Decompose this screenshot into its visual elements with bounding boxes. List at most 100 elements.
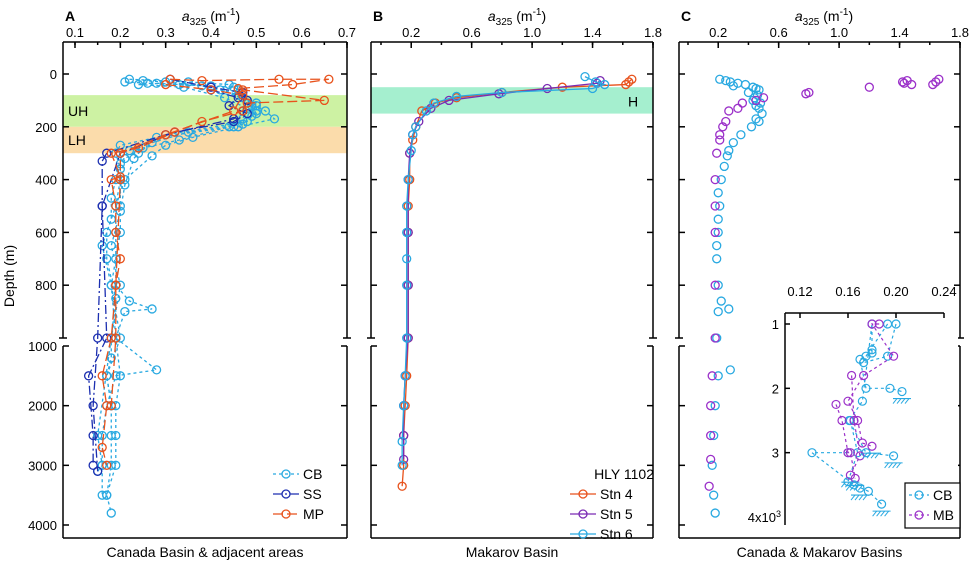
data-point (751, 95, 761, 106)
panel-letter: A (65, 8, 75, 24)
panel-caption: Canada Basin & adjacent areas (107, 544, 304, 560)
inset-data-point (845, 470, 856, 480)
data-point (197, 75, 207, 86)
inset-data-point (891, 319, 901, 329)
data-point (238, 106, 248, 116)
seafloor-hatch-mark (896, 398, 902, 404)
data-point (115, 206, 125, 216)
data-point (710, 227, 720, 238)
data-point (151, 78, 162, 88)
data-point (133, 79, 144, 90)
inset-data-point (843, 396, 853, 406)
data-point (161, 79, 171, 90)
legend-marker (281, 509, 291, 519)
data-point (737, 98, 748, 108)
data-point (238, 119, 248, 129)
inset-y-tick-label: 1 (772, 317, 779, 332)
series-stn-4 (397, 74, 637, 491)
data-point (755, 98, 766, 108)
data-point (621, 79, 631, 90)
data-point (120, 306, 130, 317)
data-point (115, 174, 125, 185)
data-point (111, 227, 121, 238)
data-point (864, 82, 874, 92)
data-point (106, 193, 116, 203)
inset-data-point (855, 451, 865, 461)
inset-data-point (885, 383, 895, 393)
data-point (736, 130, 746, 140)
inset-data-point (858, 358, 869, 368)
data-point (751, 101, 761, 111)
data-point (707, 371, 717, 381)
data-point (97, 490, 107, 500)
data-point (718, 122, 728, 132)
data-point (497, 87, 507, 98)
band-uh (63, 95, 347, 127)
legend: HLY 1102 Stn 4 Stn 5 Stn 6 (570, 466, 654, 542)
inset-x-tick-label: 0.12 (787, 284, 812, 299)
data-point (712, 148, 722, 158)
data-point (147, 151, 157, 161)
x-tick-label: 0.5 (247, 25, 265, 40)
inset-series-line (810, 452, 883, 505)
seafloor-hatch-mark (870, 452, 876, 459)
series-line (106, 78, 276, 514)
inset-series-mb (831, 319, 899, 483)
data-point (426, 103, 436, 113)
data-point (743, 87, 754, 98)
inset-series-line (848, 323, 894, 457)
data-point (580, 71, 590, 82)
series-mb (704, 74, 944, 491)
data-point (928, 79, 938, 90)
data-point (713, 214, 723, 224)
panel-b: H 0.2 0.6 1.0 1.4 1.8 B Makarov Basin a325 (m-1)… (367, 7, 662, 560)
data-point (124, 74, 135, 84)
data-point (712, 254, 722, 264)
x-tick-label: 0.4 (202, 25, 220, 40)
legend: CB SS MP (273, 466, 324, 522)
data-point (704, 481, 714, 491)
data-point (88, 460, 98, 470)
data-point (93, 466, 103, 476)
data-point (251, 106, 261, 116)
x-tick-label: 0.6 (293, 25, 311, 40)
seafloor-hatch-mark (866, 452, 872, 459)
data-point (183, 127, 193, 137)
data-point (710, 333, 720, 343)
y-axis-label: Depth (m) (1, 245, 17, 307)
data-point (715, 130, 725, 140)
data-point (120, 180, 130, 190)
data-point (269, 114, 280, 124)
data-point (722, 151, 732, 161)
x-tick-label: 1.8 (644, 25, 662, 40)
inset-data-point (874, 319, 884, 329)
data-point (120, 77, 130, 87)
data-point (161, 77, 171, 87)
data-point (728, 137, 738, 148)
data-point (97, 371, 107, 381)
data-point (399, 401, 409, 411)
data-point (102, 401, 112, 411)
y-tick-label: 0 (50, 67, 57, 82)
x-tick-label: 1.0 (830, 25, 848, 40)
seafloor-hatch-mark (880, 510, 885, 517)
seafloor-hatch-mark (857, 485, 863, 491)
data-point (728, 81, 738, 91)
data-point (746, 122, 757, 132)
data-point (88, 401, 98, 411)
data-point (287, 79, 298, 90)
data-point (740, 79, 751, 90)
data-point (93, 333, 103, 343)
data-point (142, 78, 153, 88)
y-tick-label: 200 (35, 120, 57, 135)
x-tick-label: 0.3 (157, 25, 175, 40)
data-point (733, 103, 743, 113)
x-tick-label: 1.8 (951, 25, 969, 40)
data-point (710, 280, 720, 290)
data-point (197, 116, 207, 127)
x-tick-label: 0.2 (709, 25, 727, 40)
data-point (716, 296, 726, 306)
data-point (710, 201, 720, 211)
data-point (402, 201, 412, 211)
seafloor-hatch-mark (872, 510, 877, 517)
